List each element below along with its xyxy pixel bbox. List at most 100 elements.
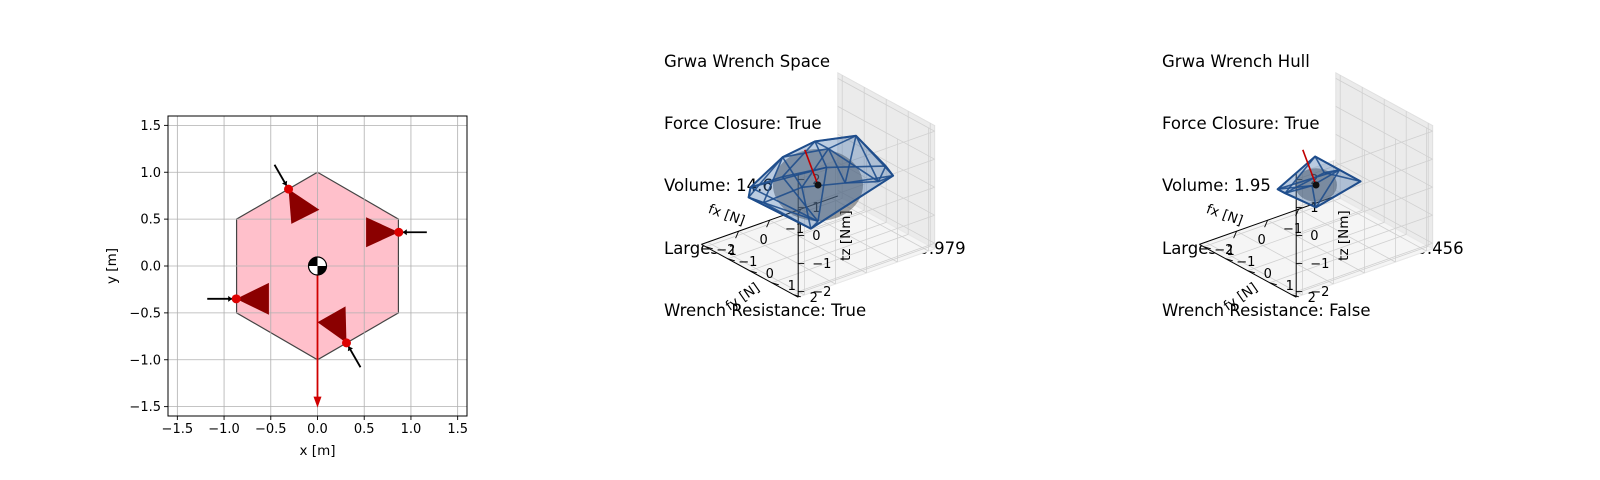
contact-point-2 bbox=[394, 227, 404, 237]
tz-tick-label: −1 bbox=[1310, 257, 1329, 272]
fx-tick bbox=[766, 220, 771, 228]
x-axis-label: x [m] bbox=[300, 443, 336, 459]
x-tick-label: 1.5 bbox=[447, 422, 468, 437]
y-tick-label: 1.5 bbox=[140, 119, 161, 134]
y-tick-label: −1.0 bbox=[129, 353, 161, 368]
floor-grid-x bbox=[1205, 241, 1303, 296]
x-tick-label: 1.0 bbox=[401, 422, 422, 437]
wrench-hull-edge bbox=[781, 176, 819, 222]
wrench-hull-edge bbox=[1277, 188, 1317, 209]
wrench-hull-edge bbox=[817, 167, 828, 222]
wrench-hull-edge bbox=[750, 186, 819, 223]
wrench-hull-edge bbox=[1277, 184, 1313, 190]
fx-tick-label: 1 bbox=[1226, 244, 1234, 259]
origin-point bbox=[814, 181, 822, 189]
fx-tick-label: −1 bbox=[1283, 222, 1302, 237]
fy-axis-label: fy [N] bbox=[1221, 280, 1261, 315]
wrench-hull-edge bbox=[1311, 185, 1317, 208]
wrench-hull-edge bbox=[782, 140, 816, 158]
wrench-hull-edge bbox=[855, 135, 894, 177]
fy-tick-label: 0 bbox=[766, 267, 774, 282]
tz-tick-label: −1 bbox=[812, 257, 831, 272]
friction-cone-3 bbox=[236, 282, 269, 315]
wrench-space-title-line-5: Wrench Resistance: True bbox=[664, 301, 867, 321]
contact-force-head-2 bbox=[402, 229, 407, 236]
contact-force-head-3 bbox=[228, 295, 233, 302]
floor-grid-y bbox=[749, 222, 887, 272]
y-axis-label: y [m] bbox=[104, 248, 120, 284]
contact-plot: −1.5 −1.0 −0.5 0.0 0.5 1.0 1.5 −1.5 −1.0 −0.5 0.0 0… bbox=[104, 115, 468, 459]
wrench-hull-edge bbox=[1315, 169, 1341, 208]
wrench-hull-edge bbox=[747, 156, 784, 198]
wrench-hull-edge bbox=[810, 220, 819, 230]
wrench-hull-title-line-2: Force Closure: True bbox=[1162, 113, 1320, 133]
back-grid-z bbox=[798, 186, 935, 236]
contact-force-head-4 bbox=[347, 346, 354, 352]
floor-grid-y bbox=[771, 234, 909, 284]
fx-tick-label: 0 bbox=[1257, 233, 1265, 248]
wrench-hull-edge bbox=[814, 141, 828, 168]
tz-axis-label: tz [Nm] bbox=[838, 210, 854, 260]
wrench-hull-edge bbox=[1277, 169, 1340, 190]
fx-axis-label: fx [N] bbox=[706, 201, 747, 229]
fx-tick-label: −1 bbox=[785, 222, 804, 237]
fx-tick bbox=[1295, 209, 1300, 217]
fy-tick bbox=[1291, 294, 1299, 298]
wrench-hull-edge bbox=[844, 135, 857, 184]
side-grid-z bbox=[1335, 78, 1433, 132]
x-tick-label: −0.5 bbox=[255, 422, 287, 437]
contact-point-1 bbox=[284, 184, 294, 194]
floor-grid-y bbox=[793, 246, 931, 296]
floor-grid-x bbox=[1236, 230, 1334, 285]
tz-tick-label: −2 bbox=[1310, 285, 1329, 300]
fy-tick-label: 0 bbox=[1264, 267, 1272, 282]
wrench-hull-title-line-5: Wrench Resistance: False bbox=[1162, 301, 1371, 321]
origin-point bbox=[1312, 181, 1320, 189]
fy-tick-label: −2 bbox=[1214, 243, 1233, 258]
fy-tick-label: −1 bbox=[1236, 255, 1255, 270]
wrench-hull-edge bbox=[1284, 155, 1316, 194]
tz-tick-label: 1 bbox=[1310, 201, 1318, 216]
center-of-mass-quadrant-1 bbox=[317, 266, 327, 275]
fx-axis-line bbox=[1199, 195, 1336, 245]
floor-grid-y bbox=[1291, 246, 1429, 296]
fx-tick bbox=[735, 231, 740, 239]
side-grid-z bbox=[1335, 106, 1433, 160]
wrench-hull-edge bbox=[845, 174, 894, 184]
y-tick-label: 0.0 bbox=[140, 260, 161, 275]
wrench-hull-edge bbox=[801, 187, 812, 229]
wrench-hull-edge bbox=[801, 148, 830, 188]
y-tick-label: −1.5 bbox=[129, 400, 161, 415]
tz-tick-label: 0 bbox=[812, 229, 820, 244]
wrench-hull-edge bbox=[845, 180, 879, 184]
wrench-hull-edge bbox=[781, 156, 803, 188]
fx-tick bbox=[1233, 231, 1238, 239]
fy-tick bbox=[1247, 270, 1255, 274]
wrench-hull-edge bbox=[814, 140, 829, 150]
wrench-hull-edge bbox=[1284, 184, 1313, 194]
wrench-hull-edge bbox=[1315, 180, 1362, 209]
contact-point-3 bbox=[231, 294, 241, 304]
tz-axis-label: tz [Nm] bbox=[1336, 210, 1352, 260]
required-wrench-line bbox=[804, 149, 819, 186]
x-tick-label: −1.0 bbox=[208, 422, 240, 437]
fy-tick-label: 2 bbox=[1308, 291, 1316, 306]
wrench-hull-edge bbox=[877, 165, 887, 182]
wrench-hull-title-line-3: Volume: 1.95 bbox=[1162, 176, 1271, 196]
x-tick-label: 0.5 bbox=[354, 422, 375, 437]
fy-tick-label: 1 bbox=[788, 279, 796, 294]
wrench-hull-edge bbox=[828, 135, 857, 150]
wrench-hull-edge bbox=[1324, 171, 1361, 183]
fx-tick-label: 1 bbox=[728, 244, 736, 259]
side-grid-z bbox=[837, 106, 935, 160]
wrench-space-title-line-1: Grwa Wrench Space bbox=[664, 51, 831, 71]
fx-tick bbox=[1264, 220, 1269, 228]
x-tick-label: −1.5 bbox=[162, 422, 194, 437]
tz-tick-label: −2 bbox=[812, 285, 831, 300]
fx-axis-label: fx [N] bbox=[1204, 201, 1245, 229]
wrench-hull-edge bbox=[828, 148, 879, 183]
fy-tick bbox=[1225, 258, 1233, 262]
